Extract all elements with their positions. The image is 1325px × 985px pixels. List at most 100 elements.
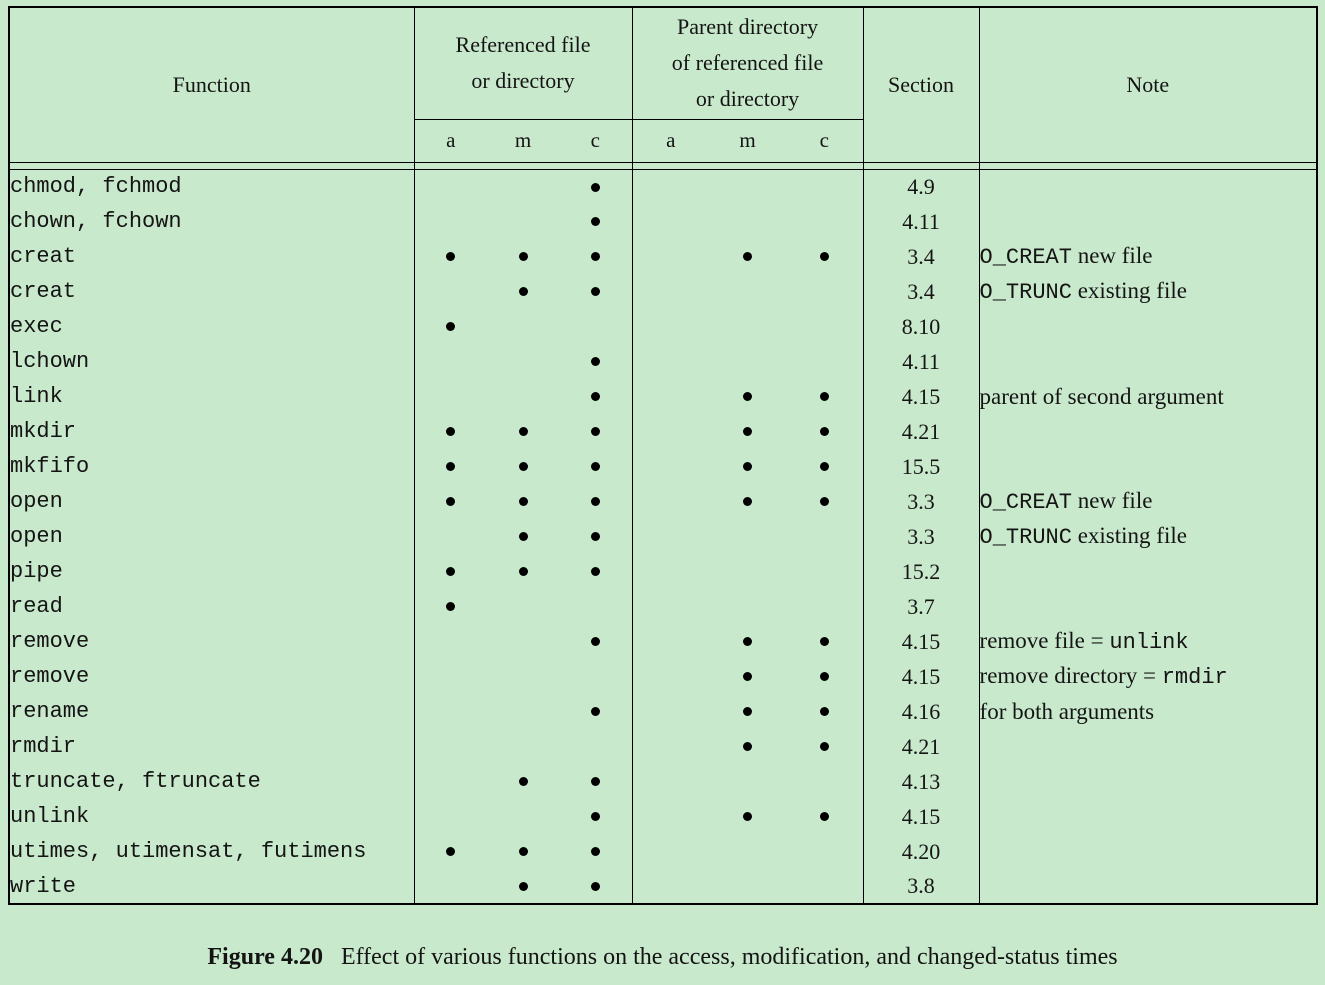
ref-c-cell (559, 869, 632, 904)
parent-c-cell (786, 869, 863, 904)
parent-c-cell (786, 519, 863, 554)
table-row: chmod, fchmod 4.9 (9, 169, 1318, 204)
section-number: 4.16 (862, 694, 980, 729)
bullet-dot (446, 847, 456, 857)
note-code: O_CREAT (979, 245, 1072, 270)
function-name: exec (10, 314, 63, 339)
bullet-dot (819, 812, 829, 822)
note-cell (978, 554, 1318, 589)
ref-c-cell (559, 344, 632, 379)
parent-a-cell (631, 659, 710, 694)
note-code: unlink (1109, 630, 1189, 655)
ref-m-cell (487, 659, 559, 694)
function-name: creat (10, 279, 77, 304)
function-name: open (10, 524, 63, 549)
function-name: link (10, 384, 63, 409)
ref-a-cell (413, 659, 487, 694)
bullet-dot (518, 777, 528, 787)
table-row: rmdir 4.21 (9, 729, 1318, 764)
function-name: truncate, ftruncate (10, 769, 261, 794)
table-row: read 3.7 (9, 589, 1318, 624)
parent-a-cell (631, 729, 710, 764)
note-cell (978, 169, 1318, 204)
note-cell: remove file = unlink (978, 624, 1318, 659)
note-cell (978, 589, 1318, 624)
ref-c-cell (559, 554, 632, 589)
section-number: 4.11 (862, 204, 980, 239)
section-number: 3.7 (862, 589, 980, 624)
bullet-dot (590, 847, 600, 857)
ref-m-cell (487, 309, 559, 344)
parent-a-cell (631, 274, 710, 309)
bullet-dot (819, 707, 829, 717)
ref-a-cell (413, 729, 487, 764)
ref-m-cell (487, 834, 559, 869)
ref-c-cell (559, 379, 632, 414)
bullet-dot (446, 602, 456, 612)
ref-a-cell (413, 834, 487, 869)
bullet-dot (819, 392, 829, 402)
parent-m-cell (709, 204, 786, 239)
section-number: 4.21 (862, 414, 980, 449)
parent-c-cell (786, 659, 863, 694)
function-name: remove (10, 629, 90, 654)
ref-a-cell (413, 309, 487, 344)
parent-c-cell (786, 799, 863, 834)
table-row: rename 4.16 for both arguments (9, 694, 1318, 729)
bullet-dot (518, 252, 528, 262)
table-row: open 3.3 O_TRUNC existing file (9, 519, 1318, 554)
function-name: rename (10, 699, 90, 724)
ref-a-cell (413, 484, 487, 519)
parent-a-cell (631, 309, 710, 344)
parent-a-cell (631, 799, 710, 834)
note-cell: O_TRUNC existing file (978, 519, 1318, 554)
bullet-dot (743, 462, 753, 472)
bullet-dot (590, 567, 600, 577)
ref-m-cell (487, 414, 559, 449)
bullet-dot (590, 357, 600, 367)
table-header: Function Referenced file or directory Pa… (9, 7, 1318, 170)
parent-m-cell (709, 659, 786, 694)
bullet-dot (590, 252, 600, 262)
section-number: 4.21 (862, 729, 980, 764)
parent-a-cell (631, 169, 710, 204)
parent-a-cell (631, 484, 710, 519)
section-number: 15.5 (862, 449, 980, 484)
table-row: mkfifo 15.5 (9, 449, 1318, 484)
bullet-dot (518, 881, 528, 891)
parent-c-cell (786, 169, 863, 204)
ref-m-cell (487, 169, 559, 204)
ref-a-cell (413, 169, 487, 204)
bullet-dot (446, 427, 456, 437)
bullet-dot (518, 427, 528, 437)
table-row: creat 3.4 O_CREAT new file (9, 239, 1318, 274)
parent-a-cell (631, 589, 710, 624)
bullet-dot (819, 497, 829, 507)
bullet-dot (518, 532, 528, 542)
parent-a-cell (631, 869, 710, 904)
ref-a-cell (413, 694, 487, 729)
parent-a-cell (631, 239, 710, 274)
section-number: 8.10 (862, 309, 980, 344)
section-number: 3.3 (862, 519, 980, 554)
ref-c-cell (559, 764, 632, 799)
ref-m-cell (487, 554, 559, 589)
parent-a-cell (631, 834, 710, 869)
parent-m-cell (709, 274, 786, 309)
subcol-ref-a: a (413, 119, 487, 162)
parent-c-cell (786, 484, 863, 519)
section-number: 4.15 (862, 379, 980, 414)
note-cell: O_CREAT new file (978, 484, 1318, 519)
figure-caption: Figure 4.20 Effect of various functions o… (0, 942, 1325, 972)
parent-a-cell (631, 554, 710, 589)
parent-a-cell (631, 379, 710, 414)
parent-a-cell (631, 414, 710, 449)
col-header-parent-text: Parent directory of referenced file or d… (671, 14, 824, 112)
parent-m-cell (709, 729, 786, 764)
note-code: O_CREAT (979, 490, 1072, 515)
function-name: chown, fchown (10, 209, 182, 234)
note-cell: for both arguments (978, 694, 1318, 729)
note-code: rmdir (1161, 665, 1228, 690)
ref-c-cell (559, 624, 632, 659)
